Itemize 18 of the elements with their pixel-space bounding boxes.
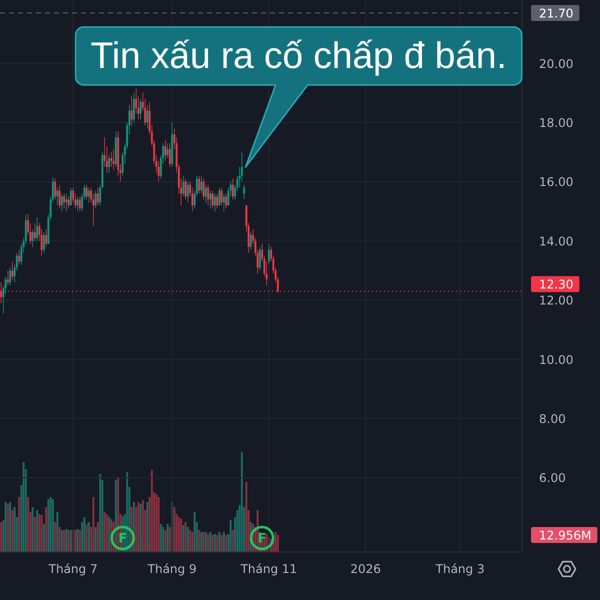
y-tick-label: 12.00 bbox=[539, 294, 574, 308]
text: 12.956M bbox=[539, 528, 592, 542]
ref-line-label: 21.70 bbox=[539, 6, 574, 21]
x-tick-label: Tháng 7 bbox=[48, 562, 98, 576]
y-tick-label: 18.00 bbox=[539, 116, 574, 130]
y-tick-label: 14.00 bbox=[539, 234, 574, 248]
annotation: F bbox=[258, 532, 266, 546]
y-tick-label: 8.00 bbox=[539, 412, 566, 426]
y-tick-label: 6.00 bbox=[539, 471, 566, 486]
x-tick-label: Tháng 3 bbox=[434, 562, 485, 576]
x-tick-label: Tháng 9 bbox=[146, 562, 197, 576]
ref-line-label: 12.30 bbox=[539, 278, 574, 292]
annotation: Tin xấu ra cố chấp đ bán. bbox=[90, 35, 507, 76]
x-tick-label: 2026 bbox=[350, 562, 381, 576]
y-tick-label: 20.00 bbox=[539, 56, 574, 71]
x-tick-label: Tháng 11 bbox=[240, 562, 298, 576]
y-tick-label: 10.00 bbox=[539, 352, 574, 367]
y-tick-label: 16.00 bbox=[539, 175, 574, 190]
